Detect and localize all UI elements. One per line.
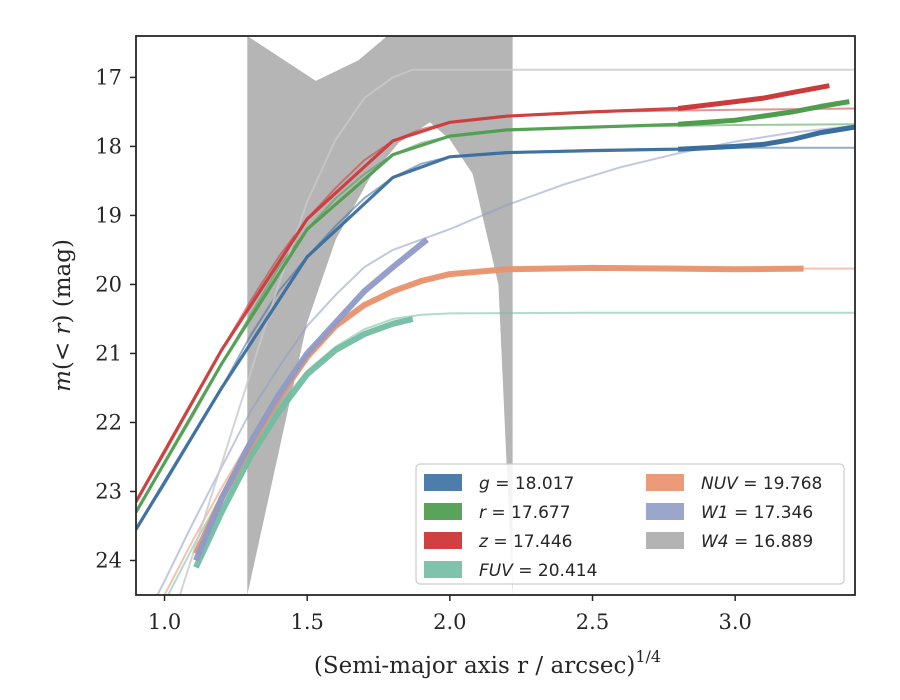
y-tick-label: 19: [95, 203, 122, 227]
series-tail-z: [677, 83, 830, 111]
legend-swatch-w4: [646, 532, 684, 549]
y-tick-label: 24: [95, 548, 122, 572]
legend: g = 18.017 r = 17.677 z = 17.446 FUV = 20.4…: [415, 463, 845, 585]
legend-label-fuv: FUV = 20.414: [479, 561, 597, 581]
plot-frame: [135, 35, 856, 596]
series-tail-g: [677, 124, 855, 152]
y-axis-title: m(< r) (mag): [50, 239, 76, 392]
axes: 1.0 1.5 2.0 2.5 3.0 17 18 19 20 21 22 23 24 (Semi-maj…: [50, 35, 856, 679]
legend-swatch-nuv: [646, 474, 684, 491]
plot-area: [136, 36, 855, 595]
legend-label-z: z = 17.446: [478, 532, 572, 552]
legend-swatch-r: [424, 503, 462, 520]
legend-swatch-w1: [646, 503, 684, 520]
x-axis-title: (Semi-major axis r / arcsec)1/4: [314, 647, 661, 679]
x-tick-label: 2.0: [433, 610, 466, 634]
legend-box: [415, 463, 845, 585]
legend-label-w4: W4 = 16.889: [701, 532, 813, 552]
legend-label-nuv: NUV = 19.768: [701, 474, 822, 494]
series-tail-r: [677, 99, 850, 127]
legend-swatch-g: [424, 474, 462, 491]
y-tick-label: 20: [95, 272, 122, 296]
y-tick-label: 21: [95, 341, 122, 365]
y-tick-label: 17: [95, 65, 122, 89]
series-line-fuv: [193, 316, 414, 569]
y-tick-label: 23: [95, 479, 122, 503]
legend-swatch-z: [424, 532, 462, 549]
x-tick-label: 1.5: [290, 610, 323, 634]
y-tick-label: 18: [95, 134, 122, 158]
x-tick-label: 2.5: [576, 610, 609, 634]
legend-label-g: g = 18.017: [479, 474, 574, 494]
w4-uncertainty-band: [247, 36, 513, 595]
x-tick-label: 3.0: [718, 610, 751, 634]
legend-swatch-fuv: [424, 561, 462, 578]
x-tick-label: 1.0: [148, 610, 181, 634]
legend-label-r: r = 17.677: [479, 503, 571, 523]
y-tick-label: 22: [95, 410, 122, 434]
legend-label-w1: W1 = 17.346: [701, 503, 813, 523]
series-line-w1: [193, 237, 429, 562]
model-line-w1: [156, 124, 855, 595]
